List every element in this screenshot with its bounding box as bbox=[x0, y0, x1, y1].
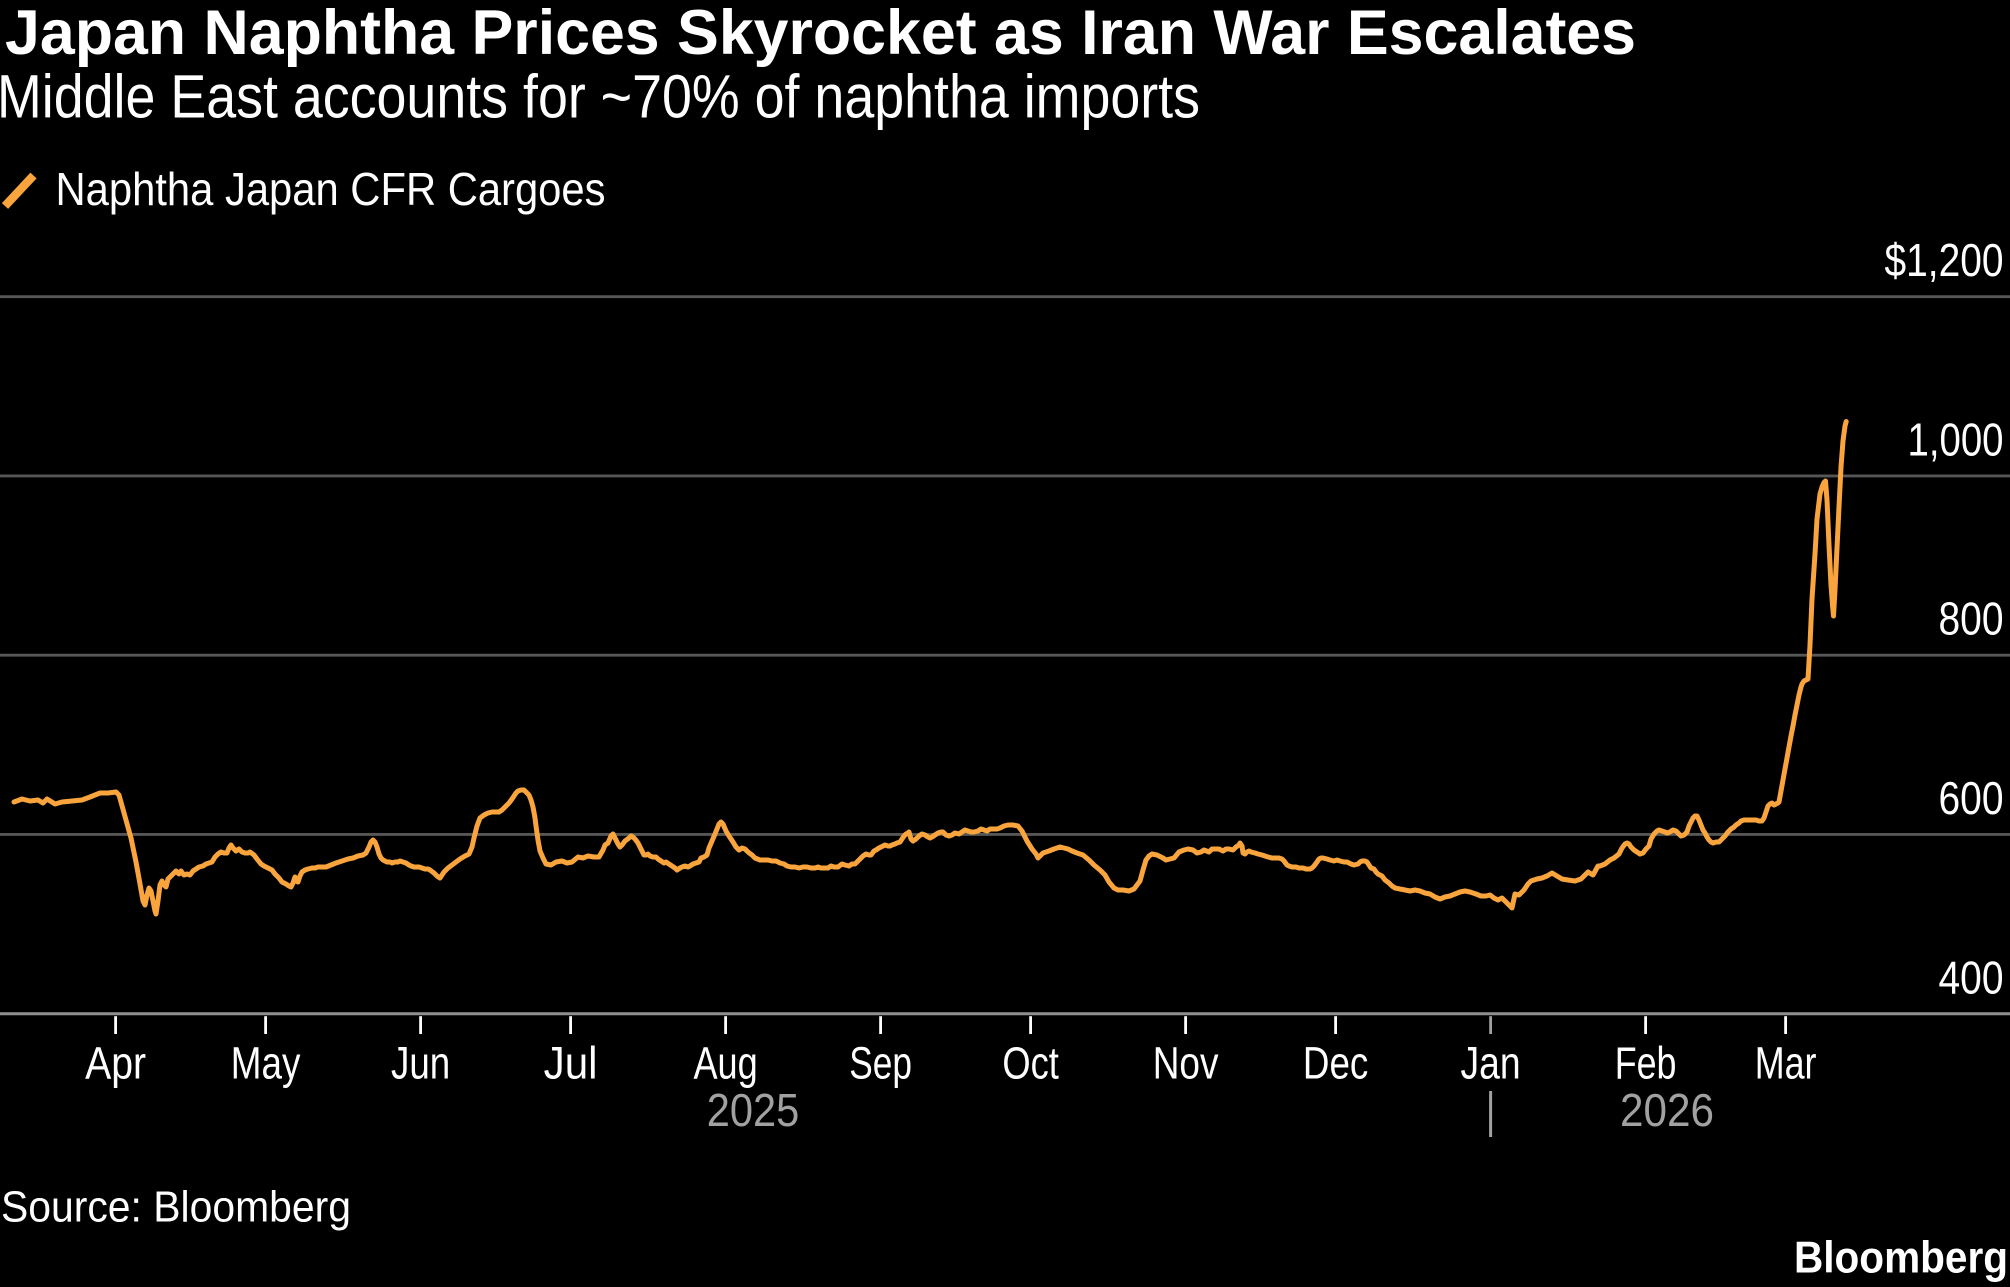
svg-text:Mar: Mar bbox=[1755, 1037, 1817, 1088]
svg-text:Bloomberg: Bloomberg bbox=[1794, 1233, 2008, 1282]
svg-text:Middle East accounts for ~70%: Middle East accounts for ~70% of naphtha… bbox=[0, 63, 1200, 131]
svg-text:800: 800 bbox=[1939, 593, 2004, 645]
svg-text:600: 600 bbox=[1939, 772, 2004, 824]
svg-text:Source: Bloomberg: Source: Bloomberg bbox=[1, 1183, 351, 1232]
svg-text:Nov: Nov bbox=[1153, 1037, 1219, 1088]
svg-text:Japan Naphtha Prices Skyrocket: Japan Naphtha Prices Skyrocket as Iran W… bbox=[5, 0, 1636, 68]
svg-text:1,000: 1,000 bbox=[1908, 414, 2004, 466]
svg-text:May: May bbox=[231, 1037, 301, 1088]
svg-text:Oct: Oct bbox=[1002, 1037, 1059, 1088]
svg-text:Jan: Jan bbox=[1461, 1037, 1521, 1088]
svg-text:Jul: Jul bbox=[544, 1037, 598, 1088]
svg-text:Naphtha Japan CFR Cargoes: Naphtha Japan CFR Cargoes bbox=[56, 163, 606, 215]
svg-text:2026: 2026 bbox=[1620, 1084, 1714, 1136]
svg-text:Jun: Jun bbox=[391, 1037, 450, 1088]
svg-text:400: 400 bbox=[1939, 952, 2004, 1004]
svg-text:Feb: Feb bbox=[1615, 1037, 1677, 1088]
svg-text:Dec: Dec bbox=[1303, 1037, 1368, 1088]
svg-text:Aug: Aug bbox=[693, 1037, 757, 1088]
svg-text:Sep: Sep bbox=[849, 1037, 912, 1088]
svg-text:2025: 2025 bbox=[707, 1084, 800, 1136]
svg-text:$1,200: $1,200 bbox=[1885, 234, 2004, 286]
svg-text:Apr: Apr bbox=[85, 1037, 146, 1088]
